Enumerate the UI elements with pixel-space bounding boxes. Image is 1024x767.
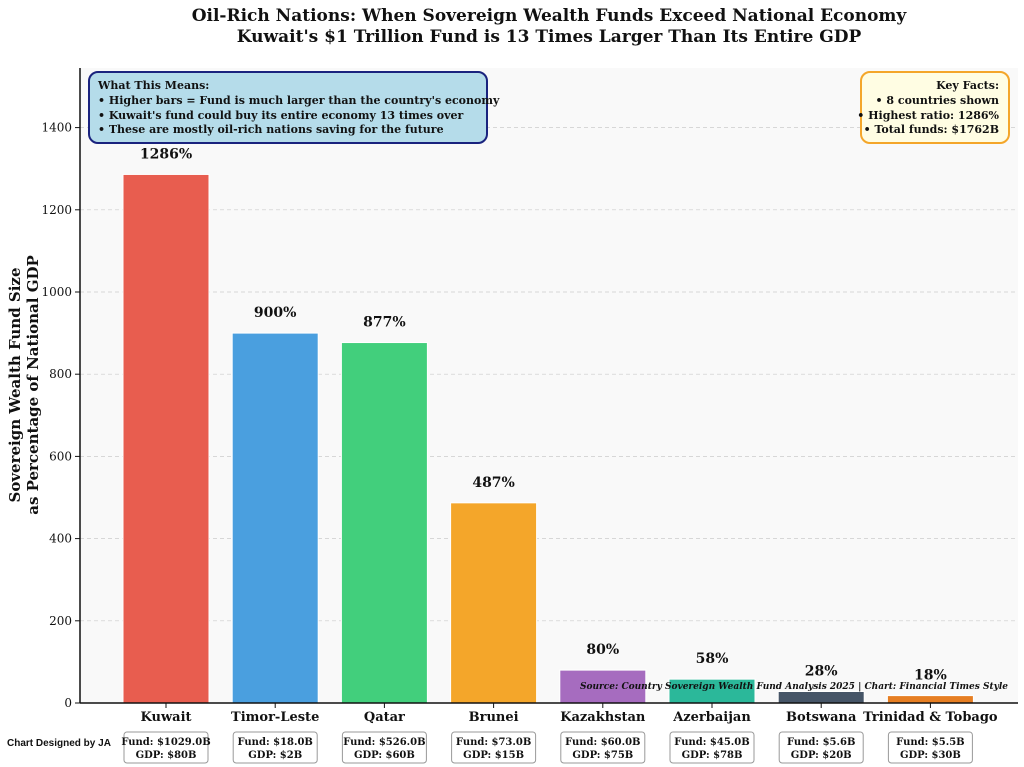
fund-label: Fund: $1029.0B — [121, 737, 210, 748]
chart-title: Oil-Rich Nations: When Sovereign Wealth … — [192, 6, 908, 26]
fund-gdp-box: Fund: $73.0B GDP: $15B — [451, 731, 537, 764]
fund-label: Fund: $73.0B — [456, 737, 531, 748]
y-tick-label: 400 — [49, 532, 72, 546]
fund-gdp-box: Fund: $5.5B GDP: $30B — [887, 731, 973, 764]
x-tick-label: Azerbaijan — [672, 710, 751, 725]
y-tick-label: 1400 — [41, 121, 72, 135]
fund-gdp-box: Fund: $18.0B GDP: $2B — [232, 731, 318, 764]
gdp-label: GDP: $60B — [354, 750, 415, 761]
bar — [122, 173, 210, 704]
bar — [450, 502, 538, 704]
x-tick-label: Kuwait — [140, 710, 191, 725]
key-facts-line: • Highest ratio: 1286% — [857, 109, 999, 122]
x-tick-label: Qatar — [364, 710, 405, 725]
key-facts-line: • 8 countries shown — [876, 94, 999, 107]
key-facts-line: • Total funds: $1762B — [864, 123, 999, 136]
gdp-label: GDP: $80B — [136, 750, 197, 761]
fund-label: Fund: $45.0B — [674, 737, 749, 748]
y-tick-label: 800 — [49, 367, 72, 381]
bar-value-label: 487% — [472, 475, 515, 491]
bar-value-label: 28% — [805, 663, 838, 679]
fund-gdp-box: Fund: $45.0B GDP: $78B — [669, 731, 755, 764]
bar — [886, 695, 974, 704]
explainer-line: • Kuwait's fund could buy its entire eco… — [98, 109, 463, 122]
fund-label: Fund: $5.5B — [896, 737, 964, 748]
fund-gdp-box: Fund: $526.0B GDP: $60B — [341, 731, 427, 764]
explainer-line: What This Means: — [97, 79, 209, 92]
key-facts-line: Key Facts: — [936, 79, 999, 92]
fund-label: Fund: $60.0B — [565, 737, 640, 748]
y-tick-label: 0 — [64, 696, 72, 710]
bar-value-label: 58% — [696, 651, 729, 667]
explainer-line: • Higher bars = Fund is much larger than… — [98, 94, 500, 107]
bar — [559, 669, 647, 704]
gdp-label: GDP: $75B — [572, 750, 633, 761]
x-tick-label: Timor-Leste — [231, 710, 319, 725]
gdp-label: GDP: $20B — [791, 750, 852, 761]
y-tick-label: 600 — [49, 449, 72, 463]
fund-gdp-box: Fund: $5.6B GDP: $20B — [778, 731, 864, 764]
y-axis-label-line2: as Percentage of National GDP — [24, 255, 42, 515]
x-tick-label: Brunei — [469, 710, 519, 725]
bar-value-label: 18% — [914, 668, 947, 684]
gdp-label: GDP: $30B — [900, 750, 961, 761]
bar — [231, 332, 319, 704]
gdp-label: GDP: $15B — [463, 750, 524, 761]
source-note: Source: Country Sovereign Wealth Fund An… — [580, 682, 1008, 692]
chart-subtitle: Kuwait's $1 Trillion Fund is 13 Times La… — [237, 27, 862, 47]
bar-value-label: 1286% — [140, 146, 192, 162]
fund-gdp-box: Fund: $1029.0B GDP: $80B — [121, 731, 211, 764]
fund-label: Fund: $18.0B — [237, 737, 312, 748]
fund-label: Fund: $526.0B — [343, 737, 425, 748]
fund-gdp-box: Fund: $60.0B GDP: $75B — [560, 731, 646, 764]
y-tick-label: 1200 — [41, 203, 72, 217]
x-tick-label: Trinidad & Tobago — [863, 710, 998, 725]
explainer-box: What This Means: • Higher bars = Fund is… — [88, 71, 500, 144]
y-tick-label: 1000 — [41, 285, 72, 299]
y-tick-label: 200 — [49, 614, 72, 628]
bar — [777, 690, 865, 704]
fund-label: Fund: $5.6B — [787, 737, 855, 748]
gdp-label: GDP: $2B — [248, 750, 302, 761]
bar-value-label: 877% — [363, 315, 406, 331]
plot-area — [80, 68, 1018, 703]
bar-value-label: 900% — [254, 305, 297, 321]
y-axis-label-line1: Sovereign Wealth Fund Size — [6, 268, 24, 503]
bar-value-label: 80% — [586, 642, 619, 658]
bar — [340, 342, 428, 704]
chart-credit: Chart Designed by JA — [7, 738, 111, 749]
x-tick-label: Botswana — [786, 710, 857, 725]
gdp-label: GDP: $78B — [682, 750, 743, 761]
key-facts-box: Key Facts: • 8 countries shown • Highest… — [857, 71, 1010, 144]
x-tick-label: Kazakhstan — [560, 710, 646, 725]
explainer-line: • These are mostly oil-rich nations savi… — [98, 123, 444, 136]
